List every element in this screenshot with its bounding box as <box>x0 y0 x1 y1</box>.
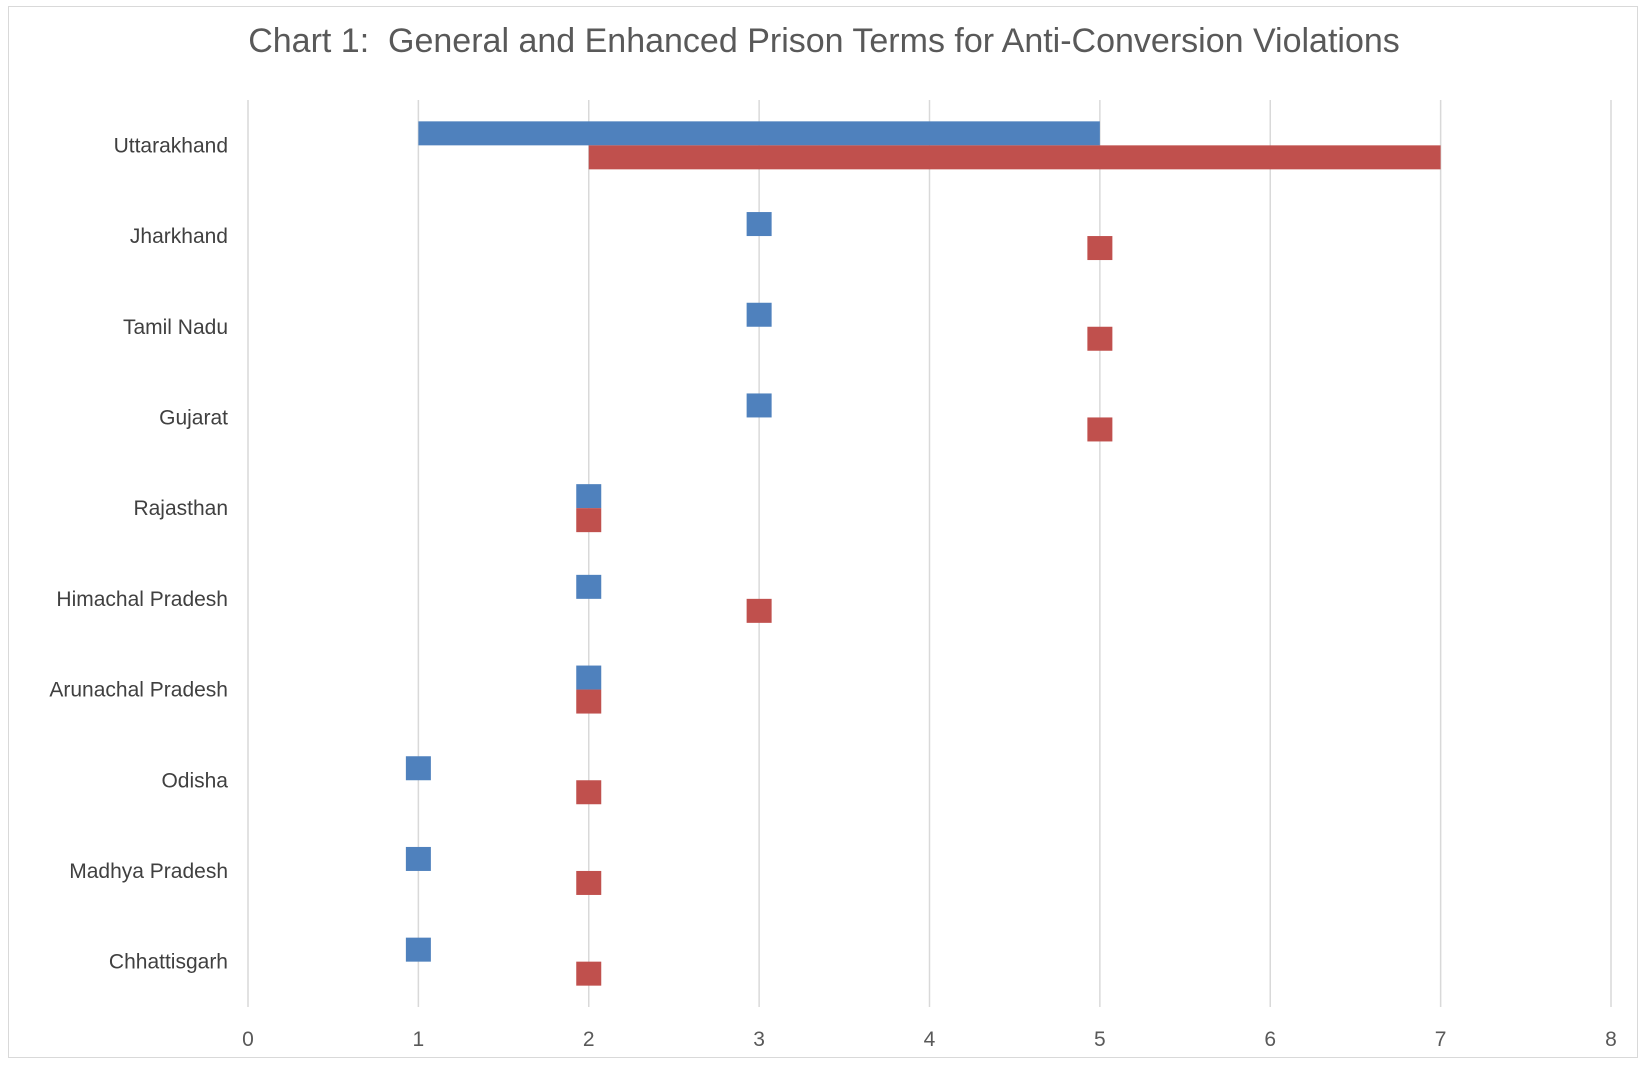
x-tick-label: 2 <box>583 1028 595 1051</box>
series-2-mark-6 <box>746 598 772 623</box>
series-1-mark-5 <box>576 484 602 509</box>
category-label: Chhattisgarh <box>109 951 228 974</box>
series-2-mark-2 <box>1087 236 1113 261</box>
series-1-mark-8 <box>405 756 431 781</box>
series-1-mark-9 <box>405 846 431 871</box>
series-2-mark-4 <box>1087 417 1113 442</box>
category-label: Madhya Pradesh <box>69 860 228 883</box>
data-marks <box>405 121 1441 986</box>
series-1-mark-10 <box>405 937 431 962</box>
category-label: Arunachal Pradesh <box>49 679 228 702</box>
x-tick-label: 7 <box>1435 1028 1447 1051</box>
series-2-mark-1 <box>588 145 1441 170</box>
series-1-mark-1 <box>418 121 1100 146</box>
category-label: Tamil Nadu <box>123 316 228 339</box>
x-tick-label: 8 <box>1605 1028 1617 1051</box>
category-label: Jharkhand <box>130 225 228 248</box>
gridlines <box>247 100 1612 1007</box>
x-tick-label: 0 <box>242 1028 254 1051</box>
chart-frame <box>8 6 1638 1058</box>
series-1-mark-2 <box>746 212 772 237</box>
x-tick-label: 1 <box>413 1028 425 1051</box>
category-label: Gujarat <box>159 406 228 429</box>
category-label: Rajasthan <box>133 497 228 520</box>
x-tick-label: 6 <box>1264 1028 1276 1051</box>
series-2-mark-10 <box>576 961 602 986</box>
series-2-mark-3 <box>1087 326 1113 351</box>
category-label: Odisha <box>161 769 228 792</box>
series-2-mark-9 <box>576 870 602 895</box>
x-tick-label: 4 <box>924 1028 936 1051</box>
x-axis: 0 1 2 3 4 5 6 7 8 <box>242 1028 1617 1051</box>
x-tick-label: 3 <box>753 1028 765 1051</box>
category-label: Uttarakhand <box>114 134 228 157</box>
series-1-mark-6 <box>576 574 602 599</box>
category-axis: Uttarakhand Jharkhand Tamil Nadu Gujarat Raj… <box>49 134 228 973</box>
series-1-mark-7 <box>576 665 602 690</box>
series-1-mark-3 <box>746 302 772 327</box>
chart-title: Chart 1: General and Enhanced Prison Ter… <box>248 22 1400 60</box>
series-2-mark-8 <box>576 780 602 805</box>
series-1-mark-4 <box>746 393 772 418</box>
series-2-mark-5 <box>576 508 602 533</box>
series-2-mark-7 <box>576 689 602 714</box>
category-label: Himachal Pradesh <box>56 588 228 611</box>
x-tick-label: 5 <box>1094 1028 1106 1051</box>
